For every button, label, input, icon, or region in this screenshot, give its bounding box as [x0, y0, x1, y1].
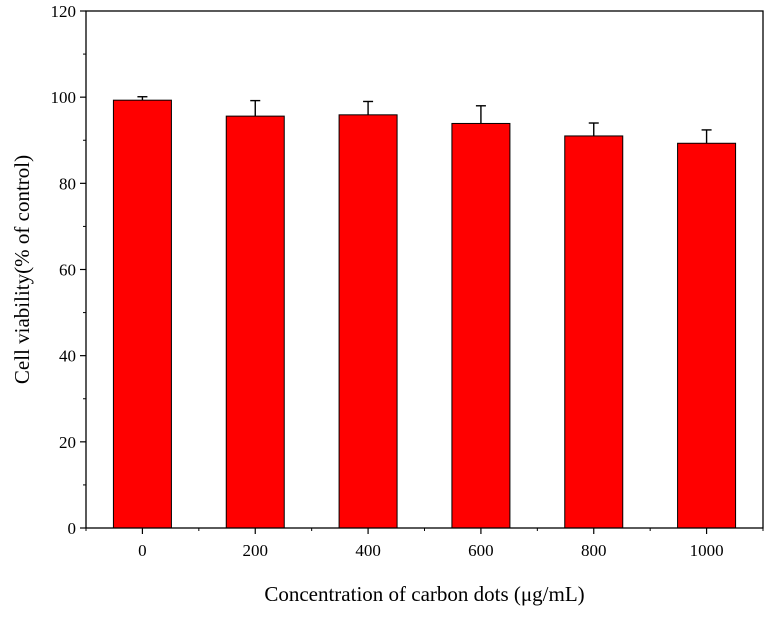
- error-bars-layer: [137, 96, 712, 144]
- bar-400: [338, 114, 398, 529]
- x-tick-label-200: 200: [243, 541, 269, 560]
- x-tick-label-800: 800: [581, 541, 607, 560]
- bars-layer: [112, 99, 737, 529]
- y-axis-title: Cell viability(% of control): [10, 155, 34, 384]
- y-axis-ticks: 0 20 40 60 80 100 120: [51, 2, 86, 538]
- bar-0: [112, 99, 172, 529]
- x-tick-label-400: 400: [355, 541, 381, 560]
- x-tick-label-0: 0: [138, 541, 147, 560]
- x-axis-title: Concentration of carbon dots (μg/mL): [264, 582, 584, 606]
- bar-600: [451, 122, 511, 529]
- bar-800: [564, 135, 624, 529]
- y-tick-label-0: 0: [68, 519, 77, 538]
- y-tick-label-100: 100: [51, 88, 77, 107]
- bar-1000: [677, 142, 737, 529]
- x-axis-ticks: 0 200 400 600 800 1000: [85, 528, 764, 560]
- bar-200: [225, 115, 285, 529]
- y-tick-label-40: 40: [59, 347, 76, 366]
- y-tick-label-80: 80: [59, 174, 76, 193]
- plot-frame: [85, 10, 764, 529]
- x-tick-label-1000: 1000: [690, 541, 724, 560]
- y-tick-label-60: 60: [59, 261, 76, 280]
- y-tick-label-120: 120: [51, 2, 77, 21]
- x-tick-label-600: 600: [468, 541, 494, 560]
- y-tick-label-20: 20: [59, 433, 76, 452]
